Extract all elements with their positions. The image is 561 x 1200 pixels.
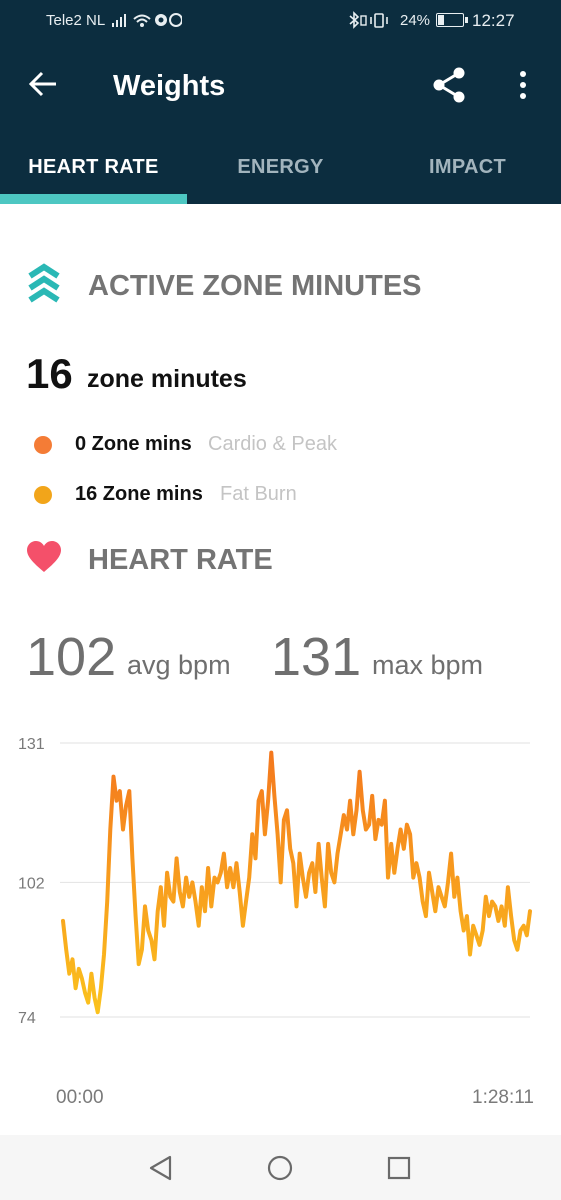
- zone-row-fatburn: 16 Zone mins Fat Burn: [0, 480, 561, 510]
- app-bar: Weights: [0, 42, 561, 130]
- arrow-left-icon[interactable]: [28, 68, 60, 100]
- heart-rate-chart: 131 102 74 00:00 1:28:11: [0, 725, 561, 1115]
- active-zone-heading: ACTIVE ZONE MINUTES: [0, 262, 561, 312]
- heart-rate-heading: HEART RATE: [0, 538, 561, 588]
- tab-heart-rate[interactable]: HEART RATE: [28, 156, 159, 178]
- x-tick-label-start: 00:00: [56, 1087, 104, 1108]
- y-tick-label: 74: [18, 1010, 36, 1027]
- page-title: Weights: [113, 70, 226, 102]
- battery-icon: [436, 13, 468, 27]
- zone-value: 16 Zone mins: [75, 483, 203, 505]
- system-nav-bar: [0, 1135, 561, 1200]
- avg-bpm-unit: avg bpm: [127, 650, 231, 680]
- zone-minutes-icon: [26, 262, 62, 311]
- tab-energy[interactable]: ENERGY: [237, 156, 324, 178]
- share-icon[interactable]: [430, 66, 468, 104]
- signal-wifi-icons: [112, 11, 183, 33]
- zone-dot: [34, 486, 52, 504]
- x-tick-label-end: 1:28:11: [472, 1087, 534, 1108]
- tab-impact[interactable]: IMPACT: [429, 156, 506, 178]
- max-bpm-value: 131: [271, 627, 362, 687]
- carrier-name: Tele2 NL: [46, 12, 106, 29]
- tab-bar: HEART RATE ENERGY IMPACT: [0, 130, 561, 204]
- heart-rate-line: [61, 750, 532, 1015]
- zone-row-cardio: 0 Zone mins Cardio & Peak: [0, 430, 561, 460]
- nav-recents-icon[interactable]: [382, 1151, 416, 1185]
- zone-name: Cardio & Peak: [208, 433, 337, 455]
- status-bar: Tele2 NL 24% 12:27: [0, 0, 561, 42]
- tab-indicator: [0, 194, 187, 204]
- avg-bpm-value: 102: [26, 627, 117, 687]
- bluetooth-vibrate-icons: [347, 11, 397, 32]
- battery-percentage: 24%: [400, 12, 431, 29]
- y-tick-label: 131: [18, 736, 45, 753]
- clock: 12:27: [472, 11, 515, 30]
- max-bpm-unit: max bpm: [372, 650, 484, 680]
- zone-name: Fat Burn: [220, 483, 297, 505]
- section-title: ACTIVE ZONE MINUTES: [88, 270, 422, 302]
- y-tick-label: 102: [18, 875, 45, 892]
- section-title: HEART RATE: [88, 544, 273, 576]
- nav-back-icon[interactable]: [144, 1151, 178, 1185]
- zone-minutes-unit: zone minutes: [87, 365, 247, 393]
- heart-rate-chart-svg: 131 102 74 00:00 1:28:11: [18, 736, 534, 1108]
- heart-icon: [26, 540, 62, 579]
- nav-home-icon[interactable]: [263, 1151, 297, 1185]
- zone-value: 0 Zone mins: [75, 433, 192, 455]
- zone-minutes-total: 16: [26, 350, 73, 397]
- more-vert-icon[interactable]: [512, 68, 534, 102]
- zone-dot: [34, 436, 52, 454]
